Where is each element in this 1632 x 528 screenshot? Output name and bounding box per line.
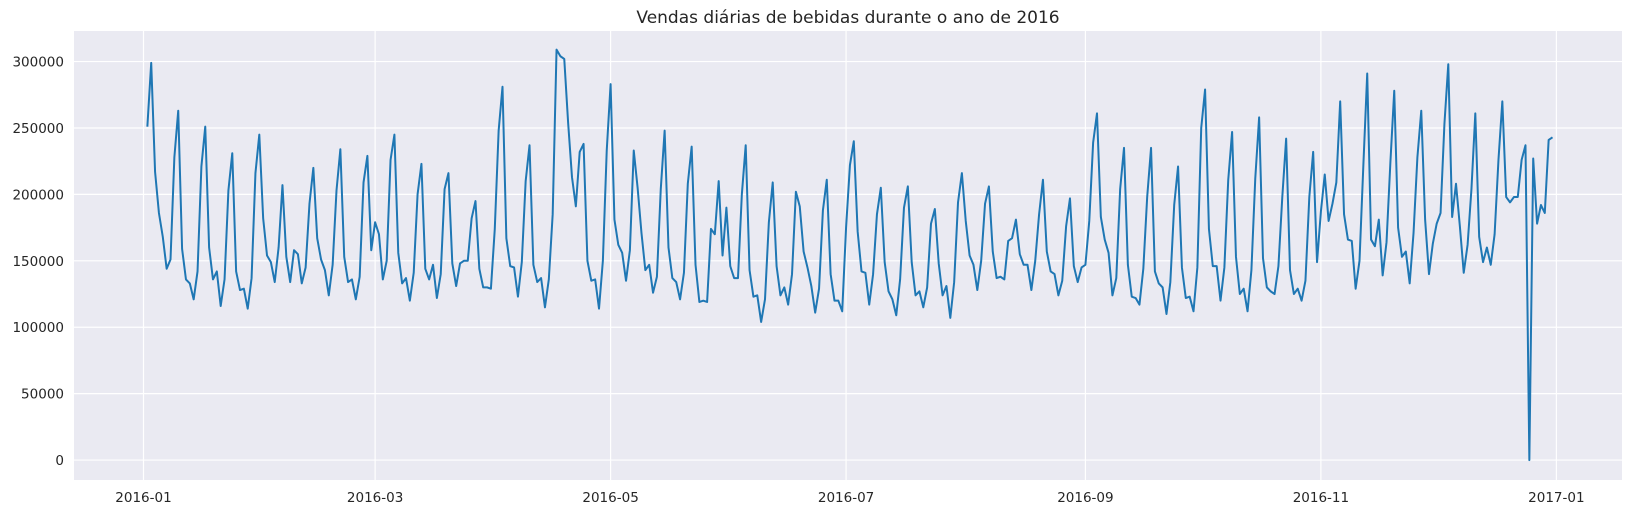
axis-tick-labels: 0 50000 100000 150000 200000 250000 300000 2016… xyxy=(12,55,1584,506)
series-line xyxy=(146,48,1554,462)
chart-title: Vendas diárias de bebidas durante o ano … xyxy=(636,8,1059,28)
y-tick-label: 0 xyxy=(55,453,64,469)
x-tick-label: 2016-05 xyxy=(582,490,638,506)
x-tick-label: 2017-01 xyxy=(1528,490,1584,506)
y-tick-label: 200000 xyxy=(12,187,64,203)
y-tick-label: 100000 xyxy=(12,320,64,336)
y-tick-label: 150000 xyxy=(12,254,64,270)
series-layer xyxy=(146,48,1554,462)
y-tick-label: 300000 xyxy=(12,55,64,71)
x-tick-label: 2016-03 xyxy=(347,490,403,506)
x-tick-label: 2016-01 xyxy=(115,490,171,506)
x-tick-label: 2016-09 xyxy=(1057,490,1113,506)
x-tick-label: 2016-11 xyxy=(1293,490,1349,506)
y-tick-label: 250000 xyxy=(12,121,64,137)
plot-area xyxy=(74,31,1622,480)
y-tick-label: 50000 xyxy=(21,387,64,403)
x-tick-label: 2016-07 xyxy=(818,490,874,506)
gridlines xyxy=(74,31,1622,480)
